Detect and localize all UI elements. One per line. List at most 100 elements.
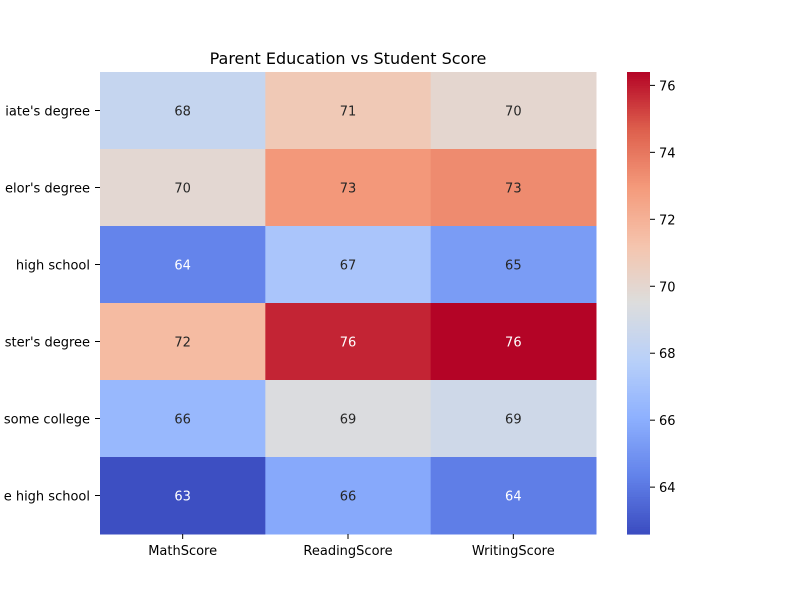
colorbar-segment [627, 152, 650, 156]
colorbar-segment [627, 90, 650, 94]
colorbar-segment [627, 346, 650, 350]
colorbar-segment [627, 141, 650, 145]
colorbar-segment [627, 275, 650, 279]
heatmap-cell [265, 149, 432, 227]
colorbar-segment [627, 510, 650, 514]
colorbar-segment [627, 122, 650, 126]
colorbar-tick-label: 64 [659, 481, 676, 496]
colorbar-segment [627, 448, 650, 452]
colorbar-segment [627, 279, 650, 283]
colorbar-segment [627, 145, 650, 149]
colorbar-segment [627, 395, 650, 399]
colorbar-segment [627, 102, 650, 105]
colorbar-segment [627, 208, 650, 212]
heatmap-cell [100, 149, 266, 227]
colorbar-segment [627, 446, 650, 450]
colorbar-segment [627, 138, 650, 142]
colorbar-segment [627, 162, 650, 165]
cell-value-label: 71 [340, 105, 357, 120]
colorbar-segment [627, 194, 650, 198]
colorbar-segment [627, 106, 650, 110]
colorbar-segment [627, 462, 650, 466]
colorbar-segment [627, 367, 650, 371]
colorbar-segment [627, 305, 650, 309]
colorbar-segment [627, 238, 650, 242]
colorbar: 64 66 68 70 72 74 76 [627, 72, 676, 535]
colorbar-segment [627, 314, 650, 318]
y-tick-label: ster's degree [5, 336, 90, 351]
colorbar-segment [627, 76, 650, 80]
colorbar-segment [627, 182, 650, 186]
heatmap-cell [100, 380, 266, 458]
heatmap-cell [430, 72, 597, 150]
cell-value-label: 69 [505, 413, 522, 428]
colorbar-segment [627, 268, 650, 272]
colorbar-segment [627, 469, 650, 473]
colorbar-segment [627, 397, 650, 401]
colorbar-segment [627, 125, 650, 129]
cell-value-label: 76 [505, 336, 522, 351]
colorbar-segment [627, 256, 650, 260]
colorbar-segment [627, 245, 650, 249]
colorbar-segment [627, 356, 650, 360]
colorbar-segment [627, 339, 650, 343]
colorbar-segment [627, 381, 650, 385]
cell-value-label: 73 [340, 182, 357, 197]
colorbar-segment [627, 411, 650, 415]
colorbar-segment [627, 175, 650, 179]
colorbar-segment [627, 420, 650, 424]
colorbar-segment [627, 524, 650, 528]
colorbar-segment [627, 249, 650, 253]
colorbar-segment [627, 277, 650, 281]
colorbar-segment [627, 132, 650, 135]
colorbar-segment [627, 402, 650, 406]
colorbar-segment [627, 242, 650, 246]
cell-value-label: 65 [505, 259, 522, 274]
colorbar-segment [627, 115, 650, 119]
colorbar-segment [627, 386, 650, 390]
colorbar-segment [627, 286, 650, 290]
colorbar-segment [627, 376, 650, 380]
colorbar-segment [627, 155, 650, 159]
colorbar-segment [627, 312, 650, 316]
colorbar-segment [627, 201, 650, 205]
colorbar-segment [627, 404, 650, 408]
colorbar-segment [627, 261, 650, 265]
colorbar-tick-label: 70 [659, 280, 676, 295]
colorbar-tick-label: 68 [659, 347, 676, 362]
colorbar-segment [627, 400, 650, 403]
colorbar-segment [627, 266, 650, 269]
colorbar-segment [627, 150, 650, 154]
colorbar-segment [627, 85, 650, 89]
colorbar-segment [627, 83, 650, 87]
colorbar-segment [627, 113, 650, 117]
colorbar-segment [627, 476, 650, 480]
colorbar-segment [627, 136, 650, 140]
cell-value-label: 66 [174, 413, 191, 428]
colorbar-segment [627, 219, 650, 223]
y-tick-label: high school [16, 259, 90, 274]
colorbar-segment [627, 430, 650, 433]
colorbar-segment [627, 344, 650, 348]
colorbar-segment [627, 282, 650, 286]
colorbar-segment [627, 383, 650, 387]
colorbar-segment [627, 224, 650, 228]
colorbar-segment [627, 427, 650, 431]
colorbar-segment [627, 467, 650, 470]
colorbar-segment [627, 272, 650, 276]
colorbar-segment [627, 416, 650, 420]
colorbar-segment [627, 531, 650, 535]
y-tick-label: some college [4, 413, 90, 428]
cell-value-label: 73 [505, 182, 522, 197]
colorbar-segment [627, 199, 650, 202]
colorbar-segment [627, 434, 650, 438]
colorbar-segment [627, 473, 650, 477]
colorbar-segment [627, 487, 650, 491]
y-tick-label: e high school [4, 490, 90, 505]
colorbar-tick-label: 76 [659, 79, 676, 94]
heatmap-cell [265, 457, 432, 535]
colorbar-segment [627, 483, 650, 487]
colorbar-tick-label: 66 [659, 414, 676, 429]
cell-value-label: 67 [340, 259, 357, 274]
colorbar-segment [627, 252, 650, 256]
